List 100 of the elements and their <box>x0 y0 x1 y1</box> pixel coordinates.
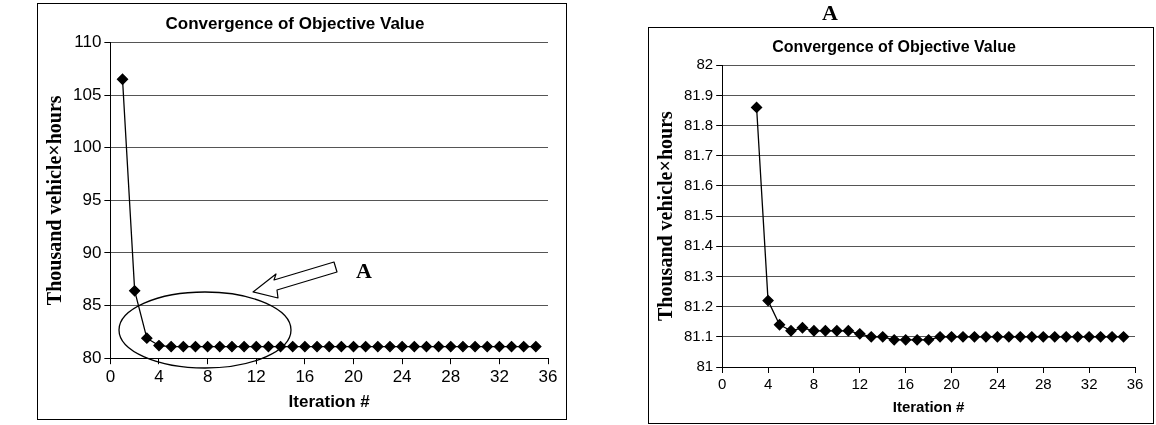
point <box>819 325 832 337</box>
y-axis-title: Thousand vehicle×hours <box>654 111 677 321</box>
point <box>287 340 299 353</box>
point <box>945 331 958 343</box>
point <box>900 334 912 346</box>
point <box>165 340 177 353</box>
y-tick-label: 81.6 <box>683 176 714 194</box>
y-tick-label: 81.4 <box>683 236 714 254</box>
x-tick-label: 12 <box>851 375 869 393</box>
point <box>518 340 530 353</box>
point <box>153 339 165 352</box>
point <box>785 325 797 337</box>
point <box>481 340 493 353</box>
x-tick-label: 16 <box>295 367 315 387</box>
x-tick-label: 8 <box>809 375 819 393</box>
point <box>922 334 935 346</box>
x-axis-title: Iteration # <box>892 398 966 416</box>
y-tick-label: 82 <box>696 55 714 73</box>
point <box>457 340 469 353</box>
point <box>299 340 311 353</box>
x-tick-label: 16 <box>897 375 915 393</box>
x-tick-label: 32 <box>1080 375 1098 393</box>
y-tick-label: 80 <box>82 347 102 367</box>
y-tick-label: 100 <box>72 137 102 157</box>
x-tick-label: 32 <box>489 367 509 387</box>
x-tick-label: 28 <box>441 367 461 387</box>
point <box>1094 331 1107 343</box>
point <box>888 334 900 346</box>
point <box>773 319 786 331</box>
y-tick-label: 105 <box>72 84 102 104</box>
point <box>372 340 384 353</box>
point <box>968 331 981 343</box>
point <box>854 328 866 340</box>
point <box>432 340 445 353</box>
point <box>238 340 250 353</box>
x-tick-label: 36 <box>538 367 558 387</box>
chart-title: Convergence of Objective Value <box>772 38 1016 56</box>
x-tick-label: 4 <box>763 375 773 393</box>
point <box>384 340 396 353</box>
y-tick-label: 95 <box>82 189 102 209</box>
point <box>1026 331 1038 343</box>
point <box>250 340 262 353</box>
point <box>842 325 854 337</box>
x-tick-label: 24 <box>989 375 1006 393</box>
point <box>226 340 238 353</box>
y-tick-label: 81.7 <box>683 145 714 163</box>
y-tick-label: 110 <box>74 32 102 52</box>
x-tick-label: 0 <box>718 375 727 393</box>
point <box>530 340 542 353</box>
point <box>1003 331 1015 343</box>
x-tick-label: 8 <box>202 367 213 387</box>
x-tick-label: 0 <box>105 367 116 387</box>
point <box>808 325 820 337</box>
point <box>262 340 275 353</box>
y-tick-label: 81.9 <box>683 85 714 103</box>
point <box>445 340 457 353</box>
point <box>493 340 506 353</box>
point <box>408 340 420 353</box>
point <box>1106 331 1118 343</box>
y-tick-label: 85 <box>82 295 102 315</box>
point <box>311 340 323 353</box>
point <box>214 340 226 353</box>
point <box>201 340 214 353</box>
x-axis-title: Iteration # <box>288 392 371 412</box>
point <box>796 322 809 334</box>
y-tick-label: 81.3 <box>683 266 714 284</box>
point <box>957 331 969 343</box>
x-tick-label: 28 <box>1034 375 1052 393</box>
point <box>505 340 518 353</box>
x-tick-label: 20 <box>344 367 363 387</box>
point <box>1037 331 1049 343</box>
point <box>420 340 433 353</box>
point <box>1083 331 1095 343</box>
point <box>129 285 141 297</box>
point <box>1049 331 1061 343</box>
point <box>865 331 877 343</box>
y-tick-label: 81.1 <box>683 326 714 344</box>
x-tick-label: 20 <box>943 375 960 393</box>
point <box>177 340 189 353</box>
point <box>1117 331 1130 343</box>
y-tick-label: 90 <box>82 242 102 262</box>
point <box>877 331 889 343</box>
point <box>347 340 360 353</box>
point <box>1014 331 1026 343</box>
y-tick-label: 81.2 <box>683 296 714 314</box>
point <box>141 332 153 344</box>
point <box>469 340 481 353</box>
y-tick-label: 81.8 <box>683 115 714 133</box>
text: A <box>822 0 838 26</box>
chart-title: Convergence of Objective Value <box>165 13 425 33</box>
y-tick-label: 81 <box>696 357 714 375</box>
point <box>991 331 1004 343</box>
point <box>335 340 347 353</box>
point <box>762 294 774 307</box>
annotation: A <box>356 258 372 284</box>
point <box>750 101 763 114</box>
point <box>934 331 946 343</box>
point <box>980 331 992 343</box>
x-tick-label: 36 <box>1126 375 1144 393</box>
x-tick-label: 12 <box>246 367 266 387</box>
